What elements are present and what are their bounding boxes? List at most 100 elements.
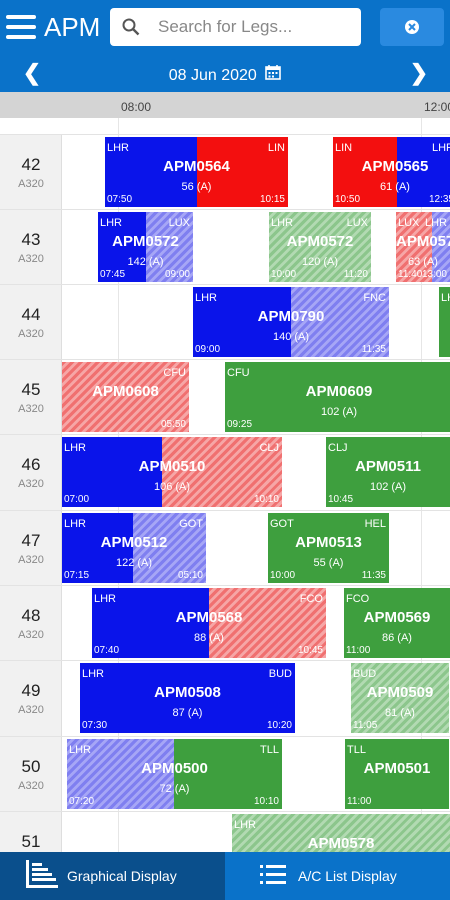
leg-segment — [193, 287, 291, 357]
flight-leg[interactable]: APM0501 TLL 11:00 — [345, 739, 449, 809]
flight-code: APM0572 — [286, 233, 354, 250]
pax-count: 102 (A) — [369, 481, 407, 493]
pax-count: 55 (A) — [313, 557, 344, 569]
origin-airport: LHR — [195, 292, 218, 304]
flight-leg[interactable]: APM0569 86 (A) FCO 11:00 — [344, 588, 450, 658]
flight-leg[interactable]: APM0508 87 (A) LHR BUD 07:30 10:20 — [80, 663, 295, 733]
flight-leg[interactable]: APM0513 55 (A) GOT HEL 10:00 11:35 — [268, 513, 389, 583]
leg-segment — [396, 212, 432, 282]
destination-airport: FNC — [363, 292, 386, 304]
flight-code: APM0572 — [112, 233, 179, 250]
aircraft-label[interactable]: 50 A320 — [0, 737, 62, 812]
flight-code: APM0568 — [175, 609, 243, 626]
pax-count: 88 (A) — [194, 632, 224, 644]
destination-airport: LIN — [267, 142, 285, 154]
aircraft-label[interactable]: 43 A320 — [0, 210, 62, 285]
aircraft-label[interactable]: 44 A320 — [0, 285, 62, 360]
aircraft-label[interactable]: 45 A320 — [0, 360, 62, 435]
pax-count: 86 (A) — [382, 632, 412, 644]
destination-airport: GOT — [179, 518, 203, 530]
leg-segment — [62, 362, 189, 432]
app-header: APM — [0, 0, 450, 56]
tab-ac-list-display[interactable]: A/C List Display — [225, 852, 450, 900]
pax-count: 56 (A) — [181, 181, 212, 193]
leg-segment — [133, 513, 206, 583]
aircraft-label[interactable]: 51 — [0, 812, 62, 852]
origin-airport: CFU — [227, 367, 250, 379]
pax-count: 142 (A) — [127, 256, 164, 268]
flight-leg[interactable]: APM0565 61 (A) LIN LHR 10:50 12:35 — [333, 137, 450, 207]
pax-count: 87 (A) — [172, 707, 203, 719]
pax-count: 81 (A) — [385, 707, 415, 719]
destination-airport: TLL — [260, 744, 279, 756]
list-icon — [260, 865, 286, 884]
aircraft-row: 46 A320 APM0510 106 (A) LHR CLJ 07:00 10:10 APM0… — [0, 434, 450, 510]
time-tick: 08:00 — [121, 100, 152, 114]
leg-segment — [344, 588, 450, 658]
flight-leg[interactable]: APM0500 72 (A) LHR TLL 07:20 10:10 — [67, 739, 282, 809]
flight-leg[interactable]: APM0512 122 (A) LHR GOT 07:15 05:10 — [62, 513, 206, 583]
flight-leg[interactable]: APM0572 120 (A) LHR LUX 10:00 11:20 — [269, 212, 371, 282]
tab-label: Graphical Display — [67, 868, 177, 884]
flight-code: APM0609 — [305, 383, 373, 400]
flight-leg[interactable]: APM0572 142 (A) LHR LUX 07:45 09:00 — [98, 212, 193, 282]
leg-segment — [105, 137, 197, 207]
arrival-time: 13:00 — [421, 269, 447, 280]
search-box[interactable] — [110, 8, 361, 46]
pax-count: 122 (A) — [115, 557, 153, 569]
destination-airport: LUX — [346, 217, 368, 229]
time-axis: 08:00 12:00 — [0, 92, 450, 118]
flight-leg[interactable]: APM0564 56 (A) LHR LIN 07:50 10:15 — [105, 137, 288, 207]
flight-leg[interactable]: APM0609 102 (A) CFU 09:25 — [225, 362, 450, 432]
menu-icon[interactable] — [6, 15, 36, 39]
date-picker[interactable]: 08 Jun 2020 — [0, 64, 450, 86]
departure-time: 07:20 — [69, 796, 95, 807]
aircraft-label[interactable]: 48 A320 — [0, 586, 62, 661]
aircraft-label[interactable]: 47 A320 — [0, 511, 62, 586]
search-input[interactable] — [158, 12, 353, 42]
clear-search-button[interactable] — [380, 8, 444, 46]
aircraft-number: 42 — [21, 155, 41, 174]
departure-time: 10:00 — [270, 570, 296, 581]
aircraft-label[interactable]: 46 A320 — [0, 435, 62, 510]
flight-code: APM0578 — [307, 835, 375, 852]
aircraft-row: 49 A320 APM0508 87 (A) LHR BUD 07:30 10:20 APM05… — [0, 660, 450, 736]
origin-airport: LHR — [82, 668, 105, 680]
leg-segment — [326, 437, 450, 507]
origin-airport: BUD — [353, 668, 377, 680]
flight-leg[interactable]: APM0568 88 (A) LHR FCO 07:40 10:45 — [92, 588, 326, 658]
leg-segment — [174, 739, 282, 809]
flight-leg[interactable]: APM0511 102 (A) CLJ 10:45 — [326, 437, 450, 507]
aircraft-number: 44 — [21, 305, 41, 324]
flight-code: APM0509 — [366, 684, 434, 701]
flight-leg[interactable]: APM0790 140 (A) LHR FNC 09:00 11:35 — [193, 287, 389, 357]
departure-time: 11:00 — [346, 645, 371, 656]
origin-airport: LHR — [69, 744, 92, 756]
prev-day-button[interactable]: ❮ — [22, 60, 42, 85]
destination-airport: LHR — [424, 217, 447, 229]
app-title: APM — [44, 12, 101, 42]
aircraft-label[interactable]: 49 A320 — [0, 661, 62, 736]
origin-airport: CLJ — [328, 442, 348, 454]
leg-segment — [62, 513, 133, 583]
leg-segment — [333, 137, 397, 207]
aircraft-type: A320 — [18, 704, 44, 716]
flight-leg[interactable]: APM0509 81 (A) BUD 11:05 — [351, 663, 449, 733]
flight-leg[interactable]: APM0510 106 (A) LHR CLJ 07:00 10:10 — [62, 437, 282, 507]
flight-leg[interactable]: APM0578 LHR — [232, 814, 450, 852]
tab-graphical-display[interactable]: Graphical Display — [0, 852, 225, 900]
arrival-time: 12:35 — [428, 194, 450, 205]
tab-label: A/C List Display — [298, 868, 397, 884]
flight-leg[interactable]: APM0608 CFU 05:50 — [62, 362, 189, 432]
pax-count: 63 (A) — [408, 256, 438, 268]
flight-leg[interactable]: LHR — [439, 287, 450, 357]
arrival-time: 11:35 — [361, 570, 386, 581]
bar-chart-icon — [26, 860, 58, 888]
next-day-button[interactable]: ❯ — [409, 60, 429, 85]
aircraft-label[interactable]: 42 A320 — [0, 135, 62, 210]
leg-segment — [162, 437, 282, 507]
flight-code: APM0608 — [92, 383, 159, 400]
pax-count: 120 (A) — [301, 256, 339, 268]
flight-code: APM0500 — [141, 760, 208, 777]
